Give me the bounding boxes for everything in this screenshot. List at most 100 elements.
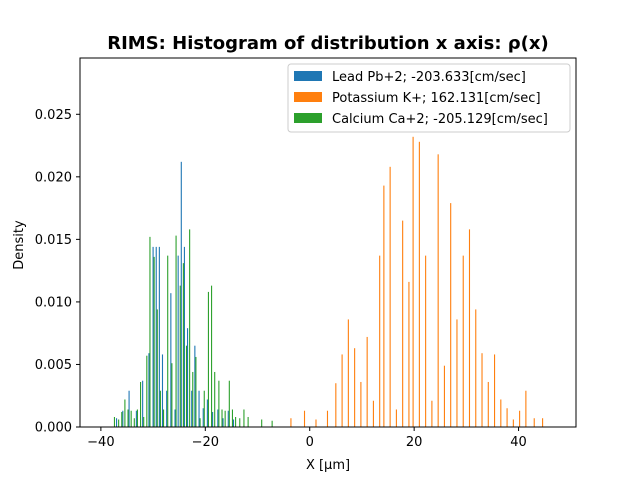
bar-series-2 [418, 141, 420, 427]
y-tick-label: 0.005 [35, 358, 72, 373]
y-tick-label: 0.020 [35, 170, 72, 185]
bar-series-1 [191, 390, 193, 427]
bar-series-3 [124, 399, 126, 427]
y-axis-label: Density [12, 220, 27, 270]
bar-series-1 [142, 380, 144, 427]
x-tick-label: 20 [406, 435, 423, 450]
bar-series-1 [135, 410, 137, 427]
y-tick-label: 0.015 [35, 233, 72, 248]
x-tick-label: 40 [510, 435, 527, 450]
bar-series-2 [506, 408, 508, 427]
bar-series-3 [167, 255, 169, 427]
bar-series-3 [261, 419, 263, 427]
bar-series-1 [155, 246, 157, 427]
bar-series-1 [187, 328, 189, 427]
bar-series-3 [118, 419, 120, 427]
chart-title: RIMS: Histogram of distribution x axis: … [107, 33, 548, 54]
bar-series-3 [175, 235, 177, 427]
bar-series-1 [217, 409, 219, 427]
bar-series-1 [174, 409, 176, 427]
bar-series-3 [195, 356, 197, 427]
legend-label: Lead Pb+2; -203.633[cm/sec] [332, 70, 526, 85]
bar-series-2 [494, 354, 496, 427]
bar-series-1 [177, 255, 179, 427]
bar-series-1 [122, 410, 124, 427]
bar-series-1 [152, 246, 154, 427]
x-tick-label: −20 [192, 435, 219, 450]
bar-series-3 [235, 416, 237, 427]
bar-series-2 [389, 166, 391, 427]
bar-series-1 [183, 246, 185, 427]
bar-series-1 [170, 293, 172, 427]
bar-series-3 [156, 309, 158, 427]
bar-series-1 [166, 390, 168, 427]
bar-series-3 [224, 410, 226, 427]
x-tick-label: −40 [87, 435, 114, 450]
bar-series-2 [335, 383, 337, 427]
bar-series-1 [212, 411, 214, 427]
bar-series-2 [372, 400, 374, 427]
y-tick-label: 0.000 [35, 421, 72, 436]
bar-series-2 [402, 220, 404, 427]
bar-series-2 [383, 185, 385, 427]
bar-series-2 [468, 229, 471, 427]
bar-series-1 [116, 418, 118, 427]
bar-series-2 [475, 309, 477, 427]
legend-swatch [294, 71, 322, 81]
axes-group: −40 −20 0 20 40 0.000 0.005 0.010 0.015 0.020 0.02… [35, 57, 577, 450]
bar-series-3 [207, 291, 209, 427]
bar-series-3 [113, 416, 116, 427]
bar-series-3 [185, 345, 188, 427]
bar-series-3 [211, 285, 213, 427]
bar-series-3 [159, 390, 161, 427]
legend-label: Calcium Ca+2; -205.129[cm/sec] [332, 112, 548, 127]
legend-swatch [294, 92, 322, 102]
bar-series-2 [425, 255, 427, 427]
legend-box [287, 63, 571, 133]
bar-series-3 [162, 409, 165, 427]
bar-series-1 [194, 345, 196, 427]
x-tick-label: 0 [306, 435, 314, 450]
bar-series-1 [161, 354, 164, 427]
bar-series-3 [243, 409, 245, 427]
bar-series-3 [221, 409, 223, 427]
bar-series-3 [228, 380, 230, 427]
bar-series-3 [179, 285, 181, 427]
bar-series-2 [487, 381, 489, 427]
bar-series-3 [199, 418, 201, 427]
bar-series-2 [315, 419, 317, 427]
bar-series-3 [136, 409, 138, 427]
y-tick-label: 0.010 [35, 295, 72, 310]
bar-series-3 [133, 418, 135, 427]
bar-series-3 [214, 371, 216, 427]
legend-swatch [294, 113, 322, 123]
bar-series-3 [231, 409, 233, 427]
bar-series-3 [143, 416, 145, 427]
bar-series-1 [158, 246, 160, 427]
bar-series-2 [525, 390, 527, 427]
bar-series-3 [203, 390, 205, 427]
bar-series-2 [437, 154, 439, 427]
bar-series-2 [360, 381, 362, 427]
bar-series-2 [408, 281, 410, 427]
bar-series-2 [347, 319, 349, 427]
legend: Lead Pb+2; -203.633[cm/sec] Potassium K+;… [287, 63, 571, 133]
bar-series-1 [180, 161, 182, 427]
bar-series-2 [443, 365, 445, 427]
bar-series-3 [171, 363, 173, 427]
bar-series-2 [519, 410, 521, 427]
bar-series-1 [128, 390, 130, 427]
bar-series-2 [533, 418, 535, 427]
bar-series-3 [130, 410, 132, 427]
plot-frame [79, 57, 577, 428]
bar-series-3 [239, 418, 241, 427]
bar-series-2 [412, 136, 414, 428]
bar-series-3 [146, 355, 148, 427]
bar-series-2 [431, 400, 433, 427]
bar-series-3 [149, 236, 151, 427]
bar-series-1 [227, 410, 229, 427]
bar-series-2 [303, 410, 306, 427]
bar-series-2 [395, 409, 397, 427]
bar-series-2 [481, 353, 483, 427]
